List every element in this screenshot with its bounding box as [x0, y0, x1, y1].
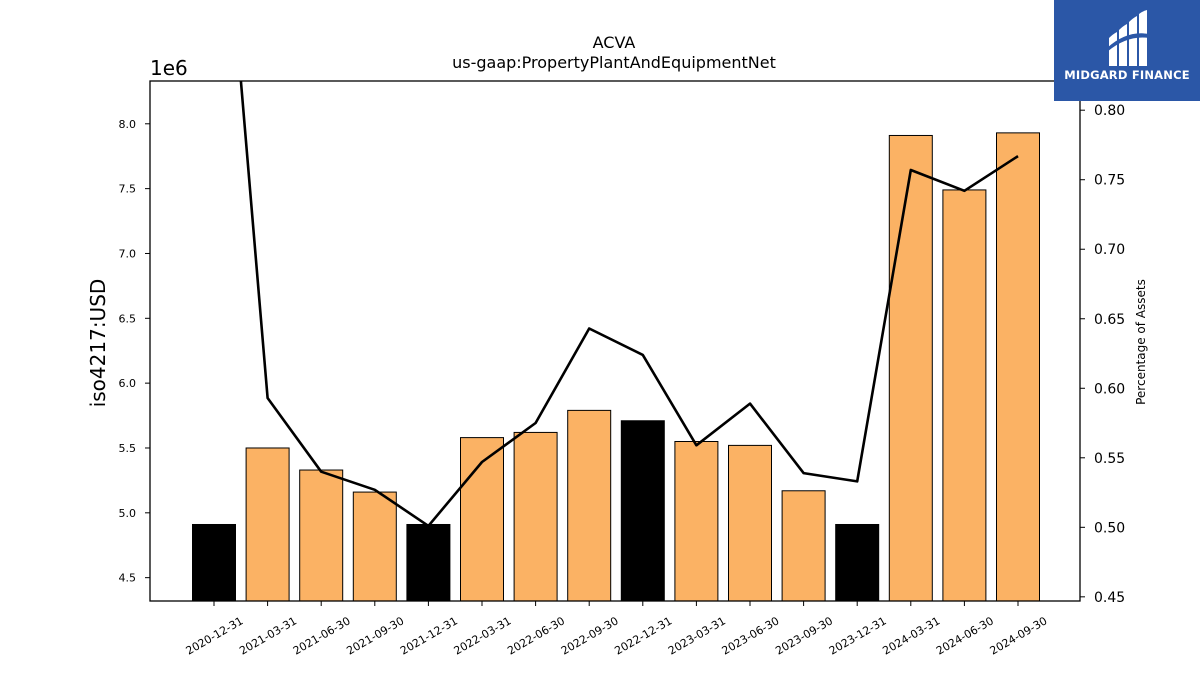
y-tick-label: 5.0 — [119, 507, 137, 520]
y-tick-label: 5.5 — [119, 442, 137, 455]
bar — [942, 189, 987, 602]
y-right-tick-label: 0.65 — [1094, 312, 1125, 328]
bar — [192, 523, 236, 602]
bar — [674, 440, 719, 602]
x-tick-label: 2024-09-30 — [988, 614, 1050, 657]
x-tick-label: 2023-12-31 — [827, 614, 889, 657]
x-tick-label: 2022-03-31 — [452, 614, 514, 657]
y-axis-label: iso4217:USD — [86, 279, 110, 408]
chart-subtitle: us-gaap:PropertyPlantAndEquipmentNet — [452, 53, 776, 72]
x-tick-label: 2023-06-30 — [720, 614, 782, 657]
y-right-tick-label: 0.70 — [1094, 242, 1125, 258]
y-axis-offset-label: 1e6 — [150, 56, 188, 80]
y-tick-label: 8.0 — [119, 118, 137, 131]
chart-title: ACVA — [593, 33, 636, 52]
y-tick-label: 6.5 — [119, 312, 137, 325]
bar — [567, 409, 612, 602]
x-tick-label: 2022-06-30 — [505, 614, 567, 657]
x-tick-label: 2021-03-31 — [237, 614, 299, 657]
y-right-tick-label: 0.45 — [1094, 590, 1125, 606]
bar — [460, 437, 504, 602]
y-tick-label: 7.5 — [119, 183, 137, 196]
x-tick-label: 2024-06-30 — [934, 614, 996, 657]
x-tick-label: 2023-03-31 — [666, 614, 728, 657]
bar — [620, 420, 665, 602]
midgard-finance-logo: MIDGARD FINANCE — [1054, 0, 1200, 101]
bar — [835, 523, 880, 602]
midgard-m-logo-icon — [1107, 10, 1149, 66]
plot-frame — [149, 80, 1081, 602]
y-right-tick-label: 0.50 — [1094, 520, 1125, 536]
bar — [996, 132, 1040, 602]
percentage-line — [239, 80, 1019, 528]
y-tick-label: 6.0 — [119, 377, 137, 390]
bar — [888, 134, 933, 602]
x-tick-label: 2021-09-30 — [344, 614, 406, 657]
bar — [245, 447, 290, 602]
x-tick-label: 2021-06-30 — [291, 614, 353, 657]
x-tick-label: 2022-09-30 — [559, 614, 621, 657]
brand-name: MIDGARD FINANCE — [1064, 68, 1190, 82]
y-axis-right-label: Percentage of Assets — [1134, 279, 1148, 405]
y-tick-label: 7.0 — [119, 247, 137, 260]
y-right-tick-label: 0.80 — [1094, 103, 1125, 119]
bar — [781, 490, 826, 602]
x-tick-label: 2021-12-31 — [398, 614, 460, 657]
x-tick-label: 2023-09-30 — [773, 614, 835, 657]
bar — [352, 491, 397, 602]
y-right-tick-label: 0.55 — [1094, 451, 1125, 467]
x-tick-label: 2020-12-31 — [184, 614, 246, 657]
bar — [513, 431, 558, 602]
x-tick-label: 2024-03-31 — [880, 614, 942, 657]
bar — [299, 469, 344, 602]
bar — [406, 523, 451, 602]
bar — [728, 444, 772, 602]
y-right-tick-label: 0.75 — [1094, 173, 1125, 189]
y-tick-label: 4.5 — [119, 572, 137, 585]
y-right-tick-label: 0.60 — [1094, 381, 1125, 397]
x-tick-label: 2022-12-31 — [612, 614, 674, 657]
